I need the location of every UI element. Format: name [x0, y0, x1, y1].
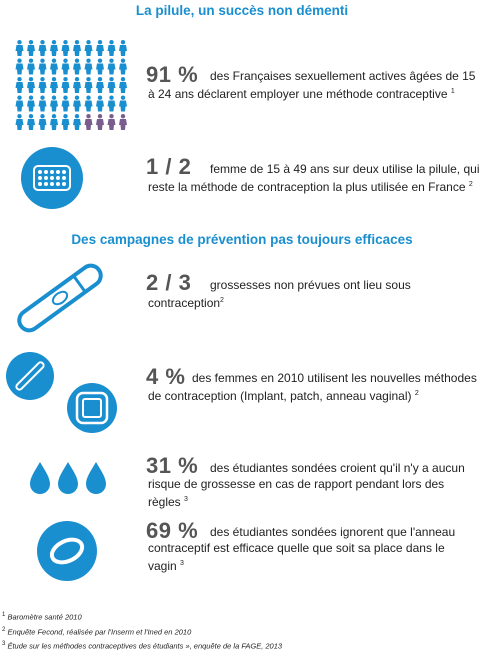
stat2-ref: 2 — [468, 181, 473, 188]
person-icon — [107, 77, 116, 93]
person-icon — [27, 95, 35, 112]
person-icon — [73, 95, 81, 112]
person-icon — [73, 77, 81, 93]
person-icon — [61, 114, 70, 130]
person-icon — [119, 40, 127, 56]
person-icon — [15, 58, 24, 75]
stat6-number: 69 % — [146, 518, 199, 543]
stat1-number: 91 % — [146, 62, 199, 87]
stat4-text: des femmes en 2010 utilisent les nouvell… — [148, 370, 484, 404]
stat5-number: 31 % — [146, 453, 199, 478]
person-icon — [73, 40, 81, 56]
drops-icon — [30, 462, 106, 494]
person-icon — [61, 40, 70, 56]
person-icon — [27, 40, 35, 56]
person-icon — [96, 95, 104, 112]
footnote-3: 3 Étude sur les méthodes contraceptives … — [2, 641, 283, 651]
person-icon — [96, 77, 104, 93]
stat1-description: des Françaises sexuellement actives âgée… — [148, 69, 476, 101]
stat2-text: femme de 15 à 49 ans sur deux utilise la… — [148, 161, 480, 195]
person-icon — [38, 77, 47, 93]
person-icon — [50, 114, 58, 130]
person-icon — [50, 40, 58, 56]
person-icon — [119, 58, 127, 75]
person-icon — [38, 114, 47, 130]
person-icon — [15, 95, 24, 112]
person-icon — [15, 77, 24, 93]
stat1-ref: 1 — [450, 88, 455, 95]
implant-patch-icon — [6, 352, 117, 433]
stat3-ref: 2 — [220, 297, 224, 304]
pill-pack-icon — [21, 147, 83, 209]
stat3-number: 2 / 3 — [146, 270, 192, 295]
stat2-number: 1 / 2 — [146, 154, 192, 179]
ring-icon — [37, 521, 97, 581]
person-icon — [119, 114, 127, 130]
person-icon — [84, 58, 93, 75]
person-icon — [38, 58, 47, 75]
person-icon — [107, 58, 116, 75]
person-icon — [107, 114, 116, 130]
person-icon — [119, 95, 127, 112]
stat4-ref: 2 — [414, 390, 419, 397]
person-icon — [84, 40, 93, 56]
footnote-2: 2 Enquête Fecond, réalisée par l'Inserm … — [2, 627, 192, 637]
stat1-text: des Françaises sexuellement actives âgée… — [148, 68, 478, 102]
stat5-text: des étudiantes sondées croient qu'il n'y… — [148, 460, 476, 510]
people-grid-icon — [15, 40, 127, 130]
person-icon — [50, 58, 58, 75]
person-icon — [50, 95, 58, 112]
section-title-prevention: Des campagnes de prévention pas toujours… — [71, 232, 413, 247]
person-icon — [96, 40, 104, 56]
person-icon — [15, 114, 24, 130]
person-icon — [84, 77, 93, 93]
person-icon — [73, 114, 81, 130]
person-icon — [38, 95, 47, 112]
stat4-number: 4 % — [146, 364, 186, 389]
person-icon — [15, 40, 24, 56]
stat5-ref: 3 — [184, 496, 188, 503]
section-title-pill: La pilule, un succès non démenti — [135, 3, 349, 18]
person-icon — [27, 114, 35, 130]
stat3-text: grossesses non prévues ont lieu sous con… — [148, 277, 448, 311]
person-icon — [61, 77, 70, 93]
person-icon — [61, 95, 70, 112]
person-icon — [27, 77, 35, 93]
person-icon — [27, 58, 35, 75]
stat6-ref: 3 — [180, 560, 184, 567]
footnote-1: 1 Baromètre santé 2010 — [2, 612, 82, 622]
pregnancy-test-icon — [17, 263, 103, 333]
person-icon — [73, 58, 81, 75]
person-icon — [119, 77, 127, 93]
person-icon — [107, 95, 116, 112]
person-icon — [50, 77, 58, 93]
stat5-description: des étudiantes sondées croient qu'il n'y… — [148, 461, 465, 509]
person-icon — [96, 58, 104, 75]
person-icon — [61, 58, 70, 75]
person-icon — [107, 40, 116, 56]
person-icon — [84, 95, 93, 112]
person-icon — [96, 114, 104, 130]
stat6-text: des étudiantes sondées ignorent que l'an… — [148, 524, 460, 574]
person-icon — [38, 40, 47, 56]
stat6-description: des étudiantes sondées ignorent que l'an… — [148, 525, 456, 573]
stat2-description: femme de 15 à 49 ans sur deux utilise la… — [148, 162, 480, 194]
person-icon — [84, 114, 93, 130]
stat4-description: des femmes en 2010 utilisent les nouvell… — [148, 371, 477, 403]
stat3-description: grossesses non prévues ont lieu sous con… — [148, 278, 411, 310]
